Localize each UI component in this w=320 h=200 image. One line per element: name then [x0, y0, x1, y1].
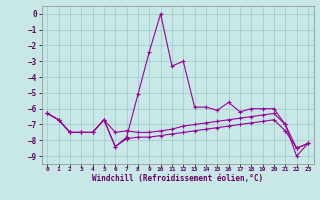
- X-axis label: Windchill (Refroidissement éolien,°C): Windchill (Refroidissement éolien,°C): [92, 174, 263, 183]
